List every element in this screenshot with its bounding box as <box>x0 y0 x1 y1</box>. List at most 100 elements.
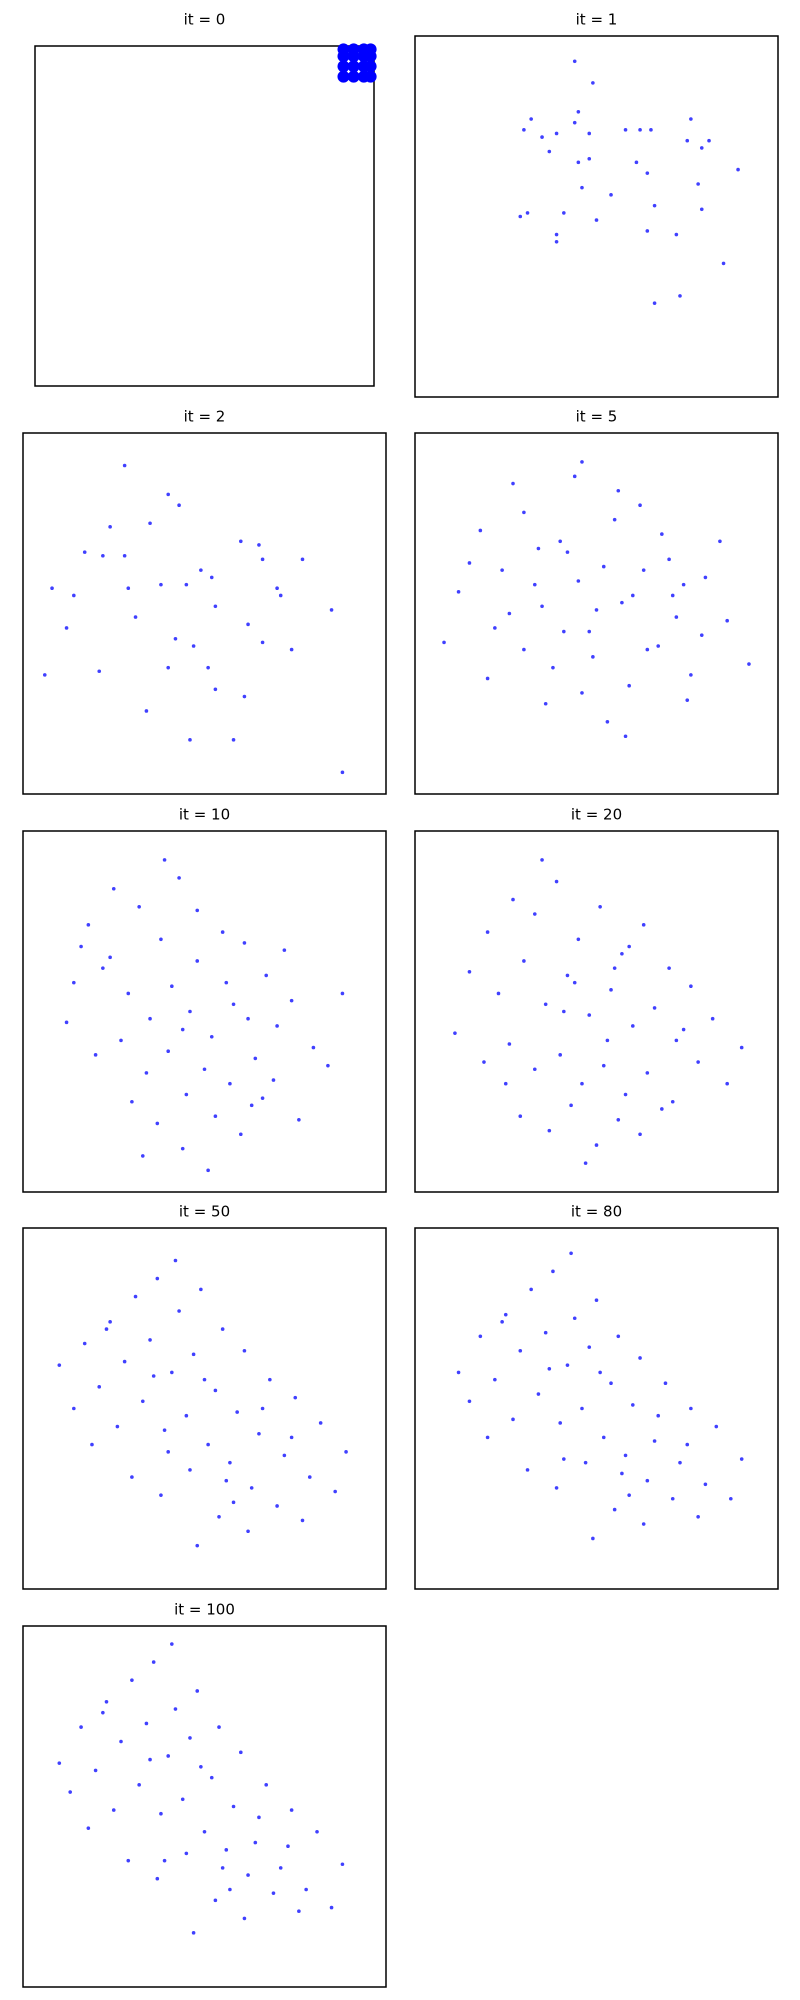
point <box>580 1406 584 1411</box>
point <box>253 1840 258 1845</box>
point <box>518 1348 523 1353</box>
point <box>583 1460 588 1465</box>
point <box>689 984 693 989</box>
point <box>72 1406 76 1411</box>
point <box>623 1453 628 1458</box>
point <box>551 1269 555 1274</box>
point <box>72 980 76 985</box>
point <box>191 1931 196 1935</box>
point <box>300 557 305 562</box>
point <box>518 214 523 219</box>
point <box>68 1790 72 1794</box>
point <box>97 1385 102 1389</box>
point <box>522 510 526 515</box>
point <box>209 575 214 580</box>
point <box>206 1168 210 1173</box>
point <box>652 203 657 208</box>
point <box>620 951 624 956</box>
point <box>511 1417 515 1422</box>
point <box>184 582 189 587</box>
point <box>739 1457 744 1461</box>
point <box>199 1287 203 1292</box>
point <box>729 1496 733 1501</box>
point <box>364 70 377 83</box>
point <box>249 1103 254 1108</box>
point <box>522 647 526 652</box>
point <box>667 557 671 562</box>
point <box>170 1370 174 1375</box>
scatter-panel <box>22 1625 387 1988</box>
point <box>86 923 91 927</box>
point <box>162 1858 167 1863</box>
point <box>170 984 174 989</box>
panel-title: it = 100 <box>174 1601 235 1619</box>
point <box>122 553 127 558</box>
point <box>616 1334 621 1339</box>
point <box>747 662 751 666</box>
point <box>340 770 345 775</box>
point <box>594 1298 599 1302</box>
point <box>311 1045 316 1050</box>
point <box>638 1356 642 1360</box>
point <box>554 879 559 884</box>
point <box>101 1710 105 1715</box>
point <box>652 301 657 305</box>
point <box>293 1395 298 1400</box>
point <box>670 1496 675 1501</box>
point <box>239 539 243 544</box>
point <box>191 644 196 648</box>
point <box>558 539 562 544</box>
point <box>286 1844 290 1849</box>
point <box>496 991 501 996</box>
point <box>576 937 581 942</box>
point <box>217 1515 221 1519</box>
point <box>188 1009 192 1014</box>
point <box>213 1388 218 1393</box>
point <box>631 593 635 598</box>
point <box>467 969 472 974</box>
point <box>562 211 566 215</box>
point <box>652 1439 657 1443</box>
point <box>289 1808 294 1812</box>
point <box>674 232 679 237</box>
point <box>511 481 515 486</box>
point <box>456 590 461 594</box>
point <box>260 1406 265 1411</box>
point <box>569 1251 573 1256</box>
point <box>652 1006 657 1010</box>
point <box>565 550 570 554</box>
point <box>601 564 606 569</box>
point <box>587 131 592 136</box>
point <box>264 973 269 978</box>
point <box>220 1327 225 1331</box>
point <box>674 615 679 619</box>
point <box>627 683 631 688</box>
point <box>649 128 653 132</box>
point <box>173 1707 178 1711</box>
point <box>159 1811 163 1816</box>
point <box>315 1829 319 1834</box>
point <box>364 43 377 56</box>
point <box>246 622 250 627</box>
point <box>57 1363 62 1367</box>
point <box>638 128 642 132</box>
axes-frame <box>22 1227 387 1590</box>
point <box>634 160 639 165</box>
point <box>591 81 595 85</box>
point <box>82 1341 87 1346</box>
point <box>681 582 686 587</box>
point <box>184 1413 189 1418</box>
point <box>151 1374 156 1378</box>
point <box>140 1399 145 1404</box>
point <box>271 1078 276 1082</box>
point <box>231 738 236 742</box>
point <box>609 1381 613 1386</box>
panel-title: it = 10 <box>179 806 230 824</box>
point <box>736 167 740 172</box>
point <box>612 517 617 522</box>
point <box>572 1316 577 1321</box>
point <box>562 629 566 634</box>
point <box>681 1027 686 1032</box>
point <box>180 1027 185 1032</box>
point <box>155 1121 160 1126</box>
